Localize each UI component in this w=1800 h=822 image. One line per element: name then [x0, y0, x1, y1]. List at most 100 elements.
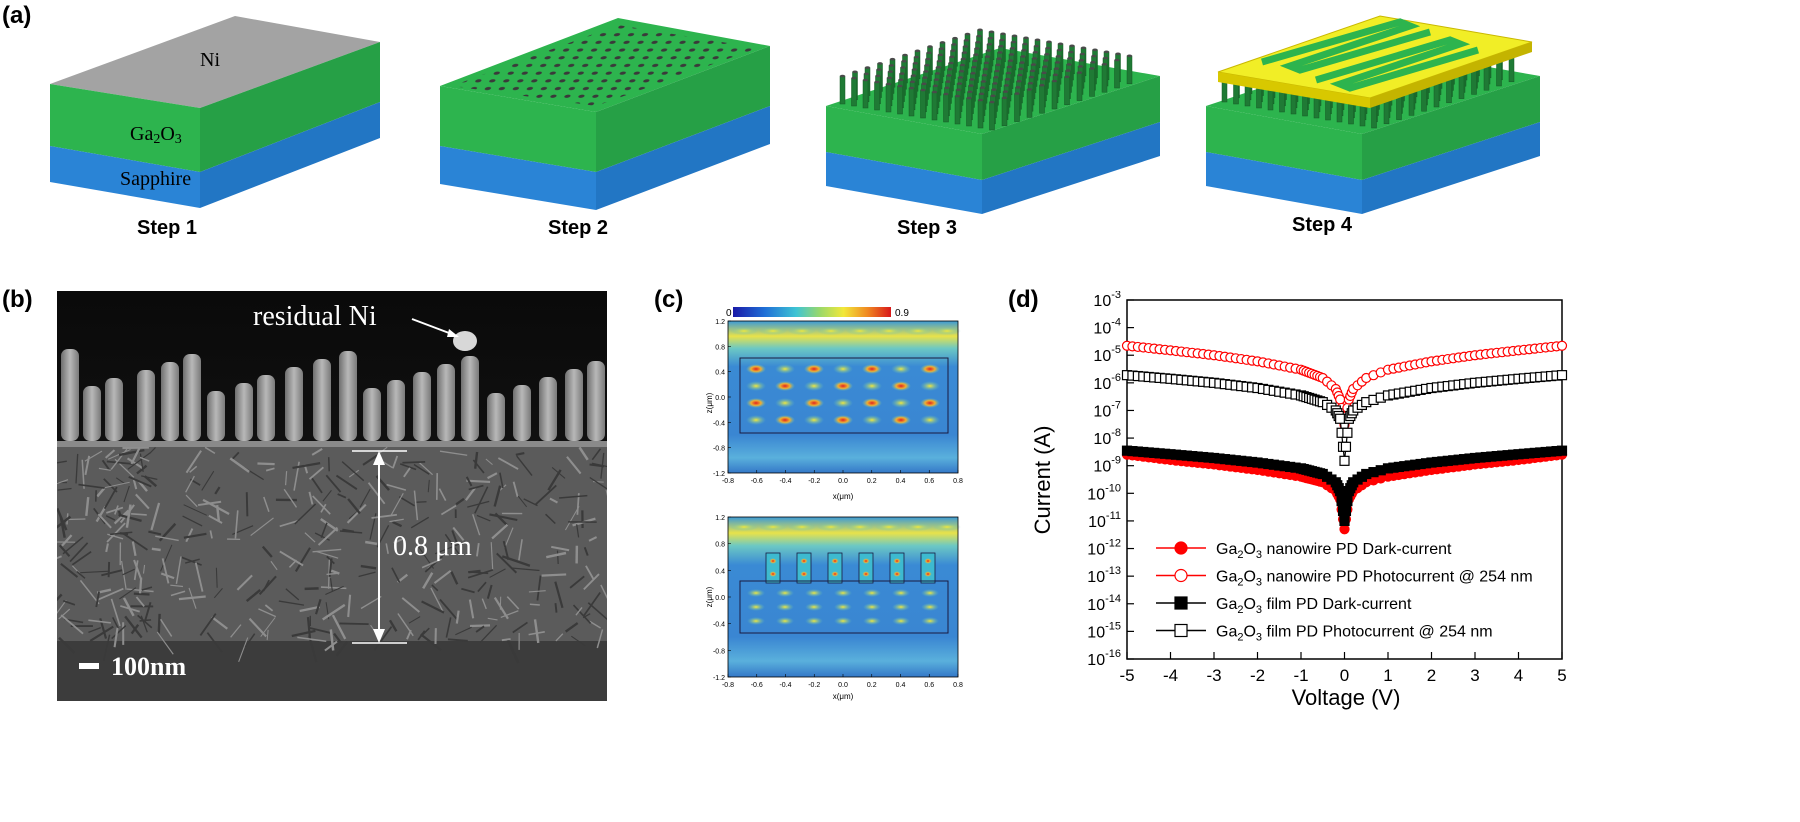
map-xtick-label: 0.6	[924, 478, 934, 485]
iv-xtick-label: -4	[1163, 666, 1178, 685]
nanowire-hotspots	[730, 523, 961, 625]
thickness-label: 0.8 μm	[393, 531, 472, 562]
map-xtick-label: 0.2	[867, 478, 877, 485]
step1-label: Step 1	[137, 217, 198, 239]
iv-ytick-label: 10-16	[1087, 648, 1121, 669]
map-xtick-label: 0.0	[838, 682, 848, 689]
residual-ni-particle	[453, 331, 477, 351]
panel-label-d: (d)	[1008, 286, 1039, 313]
sapphire-label: Sapphire	[120, 168, 191, 190]
map2-xlabel: x(μm)	[833, 692, 854, 701]
colorbar-max: 0.9	[895, 308, 909, 319]
iv-xtick-label: 5	[1557, 666, 1566, 685]
map-xtick-label: -0.8	[722, 682, 734, 689]
iv-ytick-label: 10-12	[1087, 538, 1121, 559]
iv-xtick-label: -5	[1119, 666, 1134, 685]
field-map-film	[728, 321, 958, 473]
iv-plot-frame	[1126, 299, 1563, 660]
step2-label: Step 2	[548, 217, 609, 239]
map-xtick-label: -0.4	[779, 478, 791, 485]
film-texture	[57, 446, 607, 664]
iv-ytick-label: 10-11	[1088, 510, 1121, 531]
iv-xtick-label: 2	[1427, 666, 1436, 685]
map-xtick-label: -0.4	[779, 682, 791, 689]
map1-ylabel: z(μm)	[705, 392, 714, 413]
nanowire-outlines	[765, 552, 936, 584]
iv-xtick-label: 3	[1470, 666, 1479, 685]
iv-legend-entry: Ga2O3 film PD Photocurrent @ 254 nm	[1216, 624, 1493, 644]
map-xtick-label: -0.2	[808, 478, 820, 485]
iv-ytick-label: 10-6	[1093, 372, 1121, 393]
colorbar-min: 0	[726, 308, 732, 319]
iv-xtick-label: 4	[1514, 666, 1523, 685]
iv-series-3	[1121, 370, 1568, 466]
step1-block: Ni Ga2O3 Sapphire	[50, 16, 380, 208]
iv-legend-entry: Ga2O3 nanowire PD Dark-current	[1216, 541, 1452, 561]
step4-block	[1206, 15, 1540, 214]
ni-layer-top	[50, 16, 380, 108]
map-ytick-label: 0.0	[715, 395, 725, 402]
map-xtick-label: 0.6	[924, 682, 934, 689]
iv-legend: Ga2O3 nanowire PD Dark-current Ga2O3 nano…	[1156, 541, 1533, 644]
iv-ytick-label: 10-7	[1093, 399, 1121, 420]
iv-series-2	[1121, 445, 1568, 527]
iv-xtick-label: 0	[1340, 666, 1349, 685]
iv-xtick-label: -1	[1293, 666, 1308, 685]
map-xtick-label: 0.8	[953, 478, 963, 485]
sem-nanowires	[61, 349, 605, 441]
map-ytick-label: -0.8	[713, 648, 725, 655]
step3-block	[826, 28, 1160, 214]
iv-ytick-label: 10-8	[1093, 427, 1121, 448]
fabrication-schematic: Ni Ga2O3 Sapphire	[50, 15, 1540, 214]
iv-ytick-label: 10-15	[1087, 620, 1121, 641]
map-xtick-label: 0.4	[896, 478, 906, 485]
colorbar	[733, 307, 891, 317]
sem-image: residual Ni 0.8 μm 100nm	[57, 291, 607, 701]
map-ytick-label: -0.4	[713, 420, 725, 427]
map-xtick-label: 0.8	[953, 682, 963, 689]
map-xtick-label: -0.8	[722, 478, 734, 485]
map2-ylabel: z(μm)	[705, 586, 714, 607]
scale-bar-label: 100nm	[111, 652, 186, 681]
panel-label-c: (c)	[654, 286, 684, 313]
residual-ni-label: residual Ni	[253, 301, 377, 332]
map-ytick-label: 1.2	[715, 515, 725, 522]
film-hotspots	[730, 327, 961, 425]
iv-xtick-label: -2	[1250, 666, 1265, 685]
map-ytick-label: 0.8	[715, 542, 725, 549]
map-ytick-label: 1.2	[715, 319, 725, 326]
nanowire-array	[839, 28, 1133, 131]
map-ytick-label: -0.8	[713, 446, 725, 453]
map-ytick-label: -1.2	[713, 471, 725, 478]
panel-label-b: (b)	[2, 286, 33, 313]
map-xtick-label: 0.2	[867, 682, 877, 689]
iv-xlabel: Voltage (V)	[1292, 685, 1401, 710]
iv-legend-entry: Ga2O3 nanowire PD Photocurrent @ 254 nm	[1216, 569, 1533, 589]
iv-ytick-label: 10-9	[1093, 455, 1121, 476]
map1-xlabel: x(μm)	[833, 492, 854, 501]
scale-bar	[79, 663, 99, 669]
map-ytick-label: 0.4	[715, 370, 725, 377]
step3-label: Step 3	[897, 217, 958, 239]
iv-ytick-label: 10-5	[1093, 344, 1121, 365]
iv-ytick-label: 10-14	[1087, 593, 1121, 614]
iv-xtick-label: -3	[1206, 666, 1221, 685]
panel-label-a: (a)	[2, 2, 32, 29]
map-ytick-label: 0.8	[715, 344, 725, 351]
map-xtick-label: 0.0	[838, 478, 848, 485]
iv-ytick-label: 10-10	[1087, 482, 1121, 503]
ni-label: Ni	[200, 49, 220, 71]
map-xtick-label: -0.2	[808, 682, 820, 689]
iv-legend-entry: Ga2O3 film PD Dark-current	[1216, 596, 1412, 616]
map-xtick-label: -0.6	[751, 478, 763, 485]
iv-ytick-label: 10-13	[1087, 565, 1121, 586]
iv-series-1	[1121, 340, 1568, 431]
map-ytick-label: -1.2	[713, 675, 725, 682]
iv-chart: -5 -4 -3 -2 -1 0 1 2 3 4 5 10-3 10-4 10-5 10-6 10-7 10-8…	[1030, 291, 1568, 710]
interdigitated-gap	[1261, 18, 1479, 92]
iv-ytick-label: 10-4	[1093, 317, 1121, 338]
map-ytick-label: -0.4	[713, 622, 725, 629]
field-maps: 0 0.9 -0.8 -0.6 -0.4 -0.2 0.0 0.2 0.4 0.6 0.8 1.2…	[705, 307, 963, 701]
map-xtick-label: -0.6	[751, 682, 763, 689]
iv-xtick-label: 1	[1383, 666, 1392, 685]
